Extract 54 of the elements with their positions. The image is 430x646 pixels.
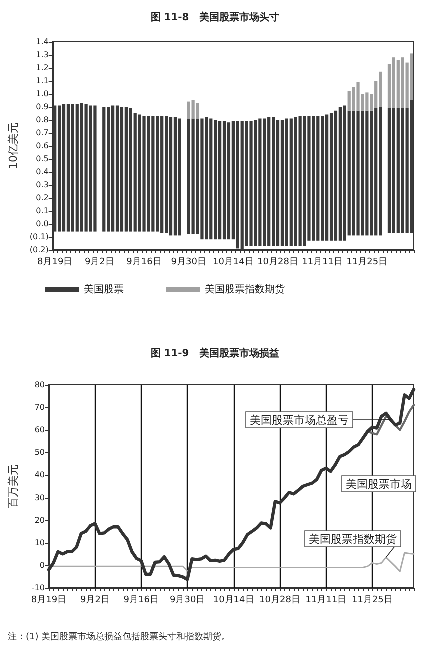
y-tick-label: 40 [34,470,45,480]
y-axis-title: 10亿美元 [7,122,20,170]
y-tick-label: 0.5 [36,154,49,164]
legend-label: 美国股票指数期货 [205,284,285,296]
y-tick-label: 70 [34,403,45,412]
legend-label: 美国股票 [84,284,124,296]
x-tick-label: 11月25日 [352,596,393,606]
y-tick-label: 0.9 [36,102,49,112]
line-series [48,552,415,572]
x-tick-label: 9月2日 [80,596,110,606]
x-tick-label: 9月16日 [124,596,159,606]
x-tick-label: 9月2日 [84,258,114,268]
series-label: 美国股票市场 [346,478,412,491]
text: 注：(1) 美国股票市场总损益包括股票头寸和指数期货。 [8,632,231,642]
y-tick-label: 0.3 [36,180,49,190]
y-tick-label: 80 [34,380,45,390]
y-tick-label: 0.6 [36,142,49,150]
y-tick-label: 0.0 [36,220,49,228]
x-tick-label: 11月25日 [346,258,388,268]
y-tick-label: 60 [34,426,45,435]
y-tick-label: 1.0 [36,90,49,98]
y-axis-title: 百万美元 [7,464,20,508]
series-label: 美国股票市场总盈亏 [250,414,349,427]
x-tick-label: 8月19日 [38,258,73,268]
y-tick-label: 10 [34,538,45,548]
y-tick-label: 1.1 [36,76,49,86]
y-tick-label: 0.8 [36,116,49,124]
y-tick-label: 1.4 [36,38,49,46]
y-tick-label: 0.4 [36,168,49,176]
x-tick-label: 10月28日 [258,258,298,268]
chart-title: 图 11-8 美国股票市场头寸 [150,12,280,24]
x-tick-label: 11月11日 [302,258,344,268]
y-tick-label: (0.1) [30,232,49,242]
x-tick-label: 10月14日 [212,258,254,268]
y-tick-label: 50 [34,448,45,458]
x-tick-label: 10月28日 [260,596,300,606]
x-tick-label: 9月30日 [171,258,206,268]
y-tick-label: 0.2 [36,194,49,202]
y-tick-label: 0.1 [36,206,49,216]
y-tick-label: 0.7 [36,128,49,138]
y-tick-label: 30 [34,493,45,502]
chart-title: 图 11-9 美国股票市场损益 [150,348,280,360]
y-tick-label: 20 [34,516,45,525]
x-tick-label: 8月19日 [31,596,67,606]
x-tick-label: 11月11日 [306,596,347,606]
x-tick-label: 10月14日 [213,596,254,606]
y-tick-label: 1.3 [36,50,49,60]
x-tick-label: 9月16日 [126,258,162,268]
series-label: 美国股票指数期货 [309,533,397,546]
y-tick-label: (0.2) [30,246,49,254]
y-tick-label: 0 [40,560,45,570]
x-tick-label: 9月30日 [170,596,206,606]
y-tick-label: 1.2 [36,64,49,72]
y-tick-label: -10 [32,584,45,592]
